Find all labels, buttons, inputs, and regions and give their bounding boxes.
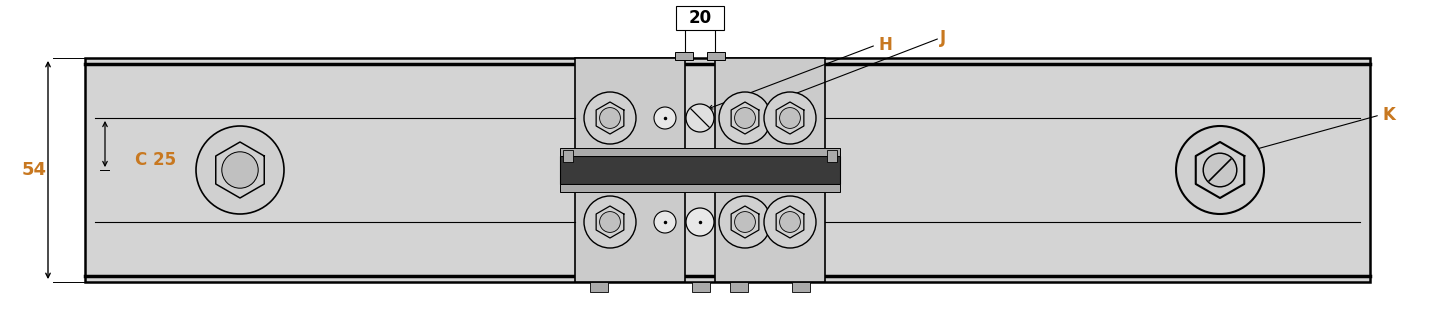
Ellipse shape <box>584 92 636 144</box>
Text: H: H <box>877 36 892 54</box>
Bar <box>85 58 1369 282</box>
Bar <box>675 52 693 60</box>
Bar <box>792 282 810 292</box>
Bar <box>563 150 573 162</box>
Ellipse shape <box>600 107 620 128</box>
Bar <box>590 282 608 292</box>
Bar <box>560 184 840 192</box>
Bar <box>730 282 747 292</box>
Bar <box>574 58 685 282</box>
Ellipse shape <box>654 107 675 129</box>
Ellipse shape <box>719 92 771 144</box>
Ellipse shape <box>779 212 801 232</box>
Bar <box>675 6 724 30</box>
Ellipse shape <box>719 196 771 248</box>
Ellipse shape <box>763 196 815 248</box>
Ellipse shape <box>222 152 258 188</box>
Bar <box>707 52 724 60</box>
Bar <box>560 156 840 184</box>
Ellipse shape <box>600 212 620 232</box>
Text: 54: 54 <box>22 161 46 179</box>
Bar <box>714 58 825 282</box>
Ellipse shape <box>763 92 815 144</box>
Ellipse shape <box>196 126 284 214</box>
Bar <box>827 150 837 162</box>
Ellipse shape <box>1203 153 1237 187</box>
Ellipse shape <box>734 107 755 128</box>
Bar <box>560 148 840 156</box>
Text: C 25: C 25 <box>136 151 176 169</box>
Ellipse shape <box>734 212 755 232</box>
Text: K: K <box>1382 106 1395 124</box>
Bar <box>693 282 710 292</box>
Text: 20: 20 <box>688 9 711 27</box>
Ellipse shape <box>685 208 714 236</box>
Ellipse shape <box>654 211 675 233</box>
Text: J: J <box>939 29 947 47</box>
Ellipse shape <box>1176 126 1264 214</box>
Ellipse shape <box>685 104 714 132</box>
Ellipse shape <box>584 196 636 248</box>
Ellipse shape <box>779 107 801 128</box>
